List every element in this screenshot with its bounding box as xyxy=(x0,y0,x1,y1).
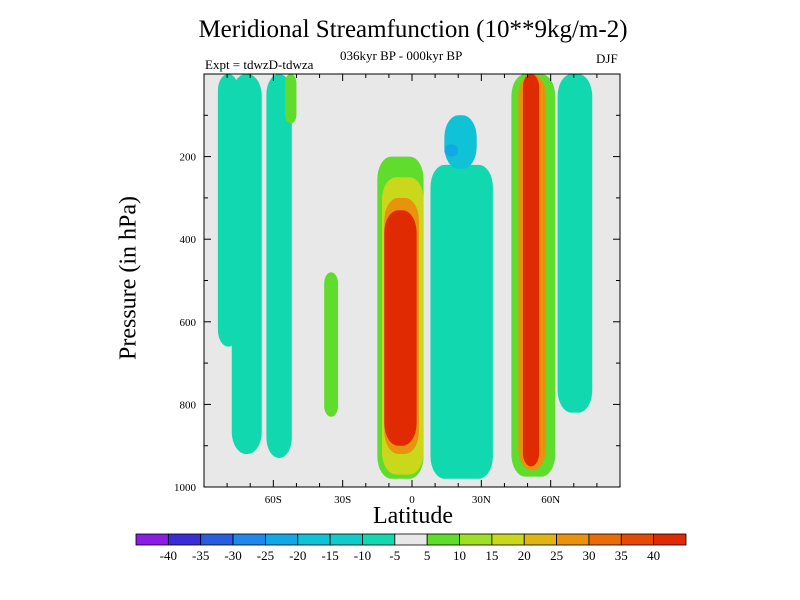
x-tick-label: 30S xyxy=(334,494,351,506)
colorbar-swatch xyxy=(459,533,493,546)
season-label: DJF xyxy=(596,51,618,66)
colorbar-label: -30 xyxy=(224,548,241,563)
colorbar-swatch xyxy=(232,533,266,546)
colorbar-label: -35 xyxy=(192,548,209,563)
colorbar-label: 25 xyxy=(550,548,563,563)
colorbar-swatch xyxy=(329,533,363,546)
colorbar-swatch xyxy=(362,533,396,546)
chart-title: Meridional Streamfunction (10**9kg/m-2) xyxy=(198,16,628,43)
colorbar-label: -15 xyxy=(321,548,338,563)
colorbar-label: 5 xyxy=(424,548,431,563)
contour-region xyxy=(522,74,540,467)
colorbar-label: -25 xyxy=(257,548,274,563)
colorbar-label: 35 xyxy=(615,548,628,563)
colorbar-label: 30 xyxy=(582,548,595,563)
colorbar-label: 15 xyxy=(485,548,498,563)
y-tick-label: 400 xyxy=(180,234,197,246)
colorbar-label: -5 xyxy=(389,548,400,563)
colorbar-swatch xyxy=(265,533,299,546)
colorbar-swatch xyxy=(297,533,331,546)
colorbar-label: 20 xyxy=(518,548,531,563)
x-tick-label: 60S xyxy=(265,494,282,506)
colorbar-swatch xyxy=(491,533,525,546)
colorbar-swatch xyxy=(135,533,169,546)
colorbar-label: 10 xyxy=(453,548,466,563)
colorbar-swatch xyxy=(200,533,234,546)
contour-region xyxy=(284,74,297,124)
experiment-label: Expt = tdwzD-tdwza xyxy=(205,57,314,72)
contour-region xyxy=(444,144,459,157)
colorbar-swatch xyxy=(653,533,687,546)
x-tick-label: 0 xyxy=(409,494,415,506)
colorbar-label: 40 xyxy=(647,548,660,563)
colorbar-swatch xyxy=(556,533,590,546)
y-tick-label: 600 xyxy=(180,317,197,329)
colorbar-swatch xyxy=(588,533,622,546)
chart-subtitle: 036kyr BP - 000kyr BP xyxy=(340,48,463,63)
colorbar-label: -20 xyxy=(289,548,306,563)
x-tick-label: 60N xyxy=(541,494,560,506)
colorbar-swatch xyxy=(620,533,655,546)
y-tick-label: 200 xyxy=(180,152,197,164)
colorbar-swatch xyxy=(394,533,428,546)
colorbar-swatch xyxy=(426,533,460,546)
colorbar-swatch xyxy=(167,533,202,546)
colorbar-label: -40 xyxy=(160,548,177,563)
contour-region xyxy=(324,272,339,417)
contour-region xyxy=(231,74,262,454)
contour-region xyxy=(430,164,493,479)
colorbar-swatch xyxy=(523,533,557,546)
y-tick-label: 800 xyxy=(180,399,197,411)
contour-region xyxy=(557,74,593,413)
y-tick-label: 1000 xyxy=(174,482,197,494)
colorbar-label: -10 xyxy=(354,548,371,563)
contour-region xyxy=(384,210,417,446)
contour-region xyxy=(266,74,292,459)
x-tick-label: 30N xyxy=(472,494,491,506)
x-axis-label: Latitude xyxy=(373,503,453,529)
